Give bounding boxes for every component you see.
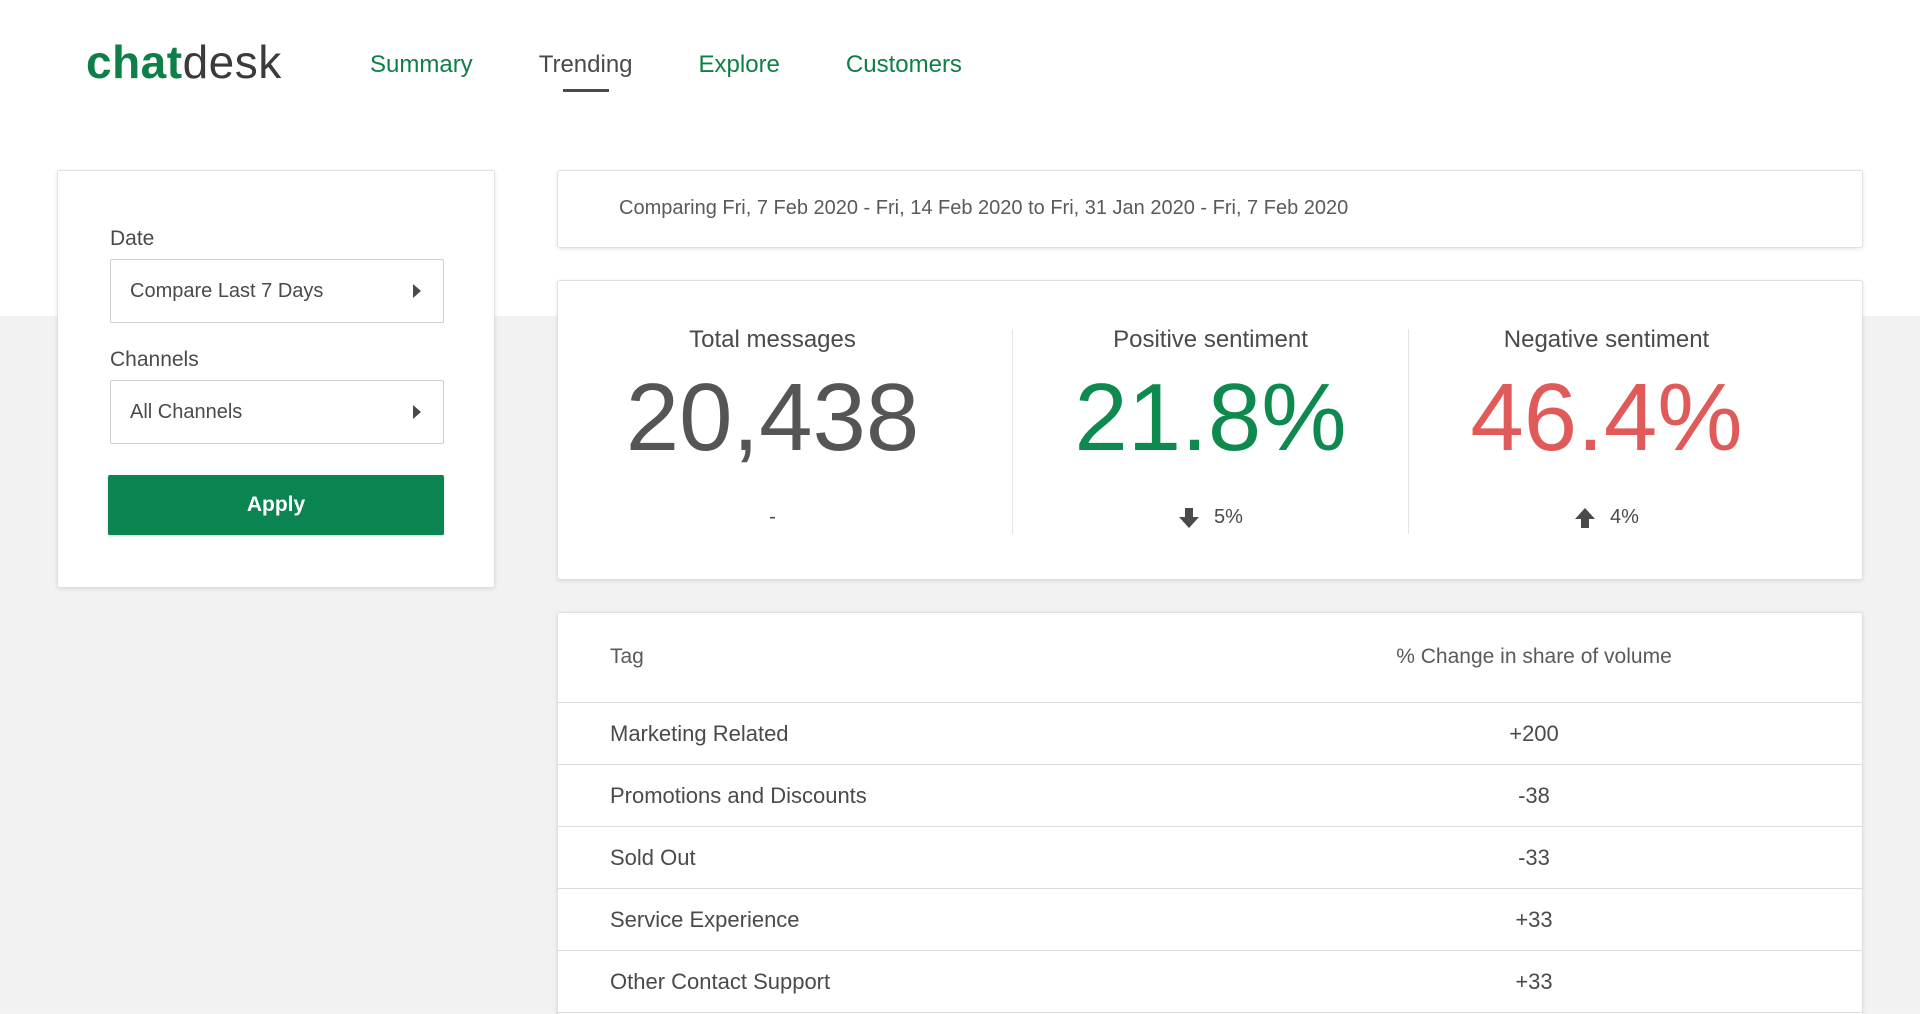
table-body: Marketing Related +200 Promotions and Di… <box>558 703 1862 1013</box>
table-row[interactable]: Service Experience +33 <box>558 889 1862 951</box>
filter-panel: Date Compare Last 7 Days Channels All Ch… <box>57 170 495 588</box>
stat-total-messages: Total messages 20,438 - <box>575 281 970 581</box>
stat-title: Negative sentiment <box>1503 326 1710 353</box>
comparison-text: Comparing Fri, 7 Feb 2020 - Fri, 14 Feb … <box>619 197 1349 219</box>
stat-change: 4% <box>1409 506 1804 529</box>
apply-button[interactable]: Apply <box>108 475 444 535</box>
header: chatdesk Summary Trending Explore Custom… <box>0 0 1920 130</box>
tag-cell: Other Contact Support <box>610 969 831 994</box>
stat-value: 46.4% <box>1470 364 1743 471</box>
channels-select[interactable]: All Channels <box>110 380 444 444</box>
date-select-value: Compare Last 7 Days <box>130 280 324 302</box>
logo-part-chat: chat <box>86 36 183 88</box>
column-header-change[interactable]: % Change in share of volume <box>1396 645 1672 668</box>
caret-right-icon <box>413 284 421 298</box>
stat-change-value: 5% <box>1214 506 1243 528</box>
change-cell: +200 <box>1509 721 1559 746</box>
table-row[interactable]: Other Contact Support +33 <box>558 951 1862 1013</box>
tag-cell: Marketing Related <box>610 721 789 746</box>
tab-summary[interactable]: Summary <box>370 51 473 78</box>
stat-value: 20,438 <box>625 364 920 471</box>
stat-title: Total messages <box>689 326 856 353</box>
logo-part-desk: desk <box>182 36 282 88</box>
stat-change: 5% <box>1013 506 1408 529</box>
change-cell: +33 <box>1515 907 1553 932</box>
divider <box>1408 329 1409 534</box>
stat-change: - <box>575 506 970 529</box>
main-nav: Summary Trending Explore Customers <box>370 50 1028 80</box>
tab-trending[interactable]: Trending <box>538 51 633 78</box>
stat-title: Positive sentiment <box>1113 326 1308 353</box>
tag-cell: Service Experience <box>610 907 800 932</box>
stats-panel: Total messages 20,438 - Positive sentime… <box>557 280 1863 580</box>
stat-negative-sentiment: Negative sentiment 46.4% 4% <box>1409 281 1804 581</box>
divider <box>1012 329 1013 534</box>
channels-select-value: All Channels <box>130 401 243 423</box>
chatdesk-logo[interactable]: chatdesk <box>86 34 282 90</box>
comparison-banner: Comparing Fri, 7 Feb 2020 - Fri, 14 Feb … <box>557 170 1863 248</box>
date-label: Date <box>110 227 155 250</box>
date-select[interactable]: Compare Last 7 Days <box>110 259 444 323</box>
stat-change-value: - <box>769 506 776 528</box>
channels-label: Channels <box>110 348 199 371</box>
table-row[interactable]: Promotions and Discounts -38 <box>558 765 1862 827</box>
arrow-up-icon <box>1575 507 1596 528</box>
arrow-down-icon <box>1179 507 1200 528</box>
tab-customers[interactable]: Customers <box>845 51 962 78</box>
tag-cell: Sold Out <box>610 845 696 870</box>
change-cell: +33 <box>1515 969 1553 994</box>
stat-positive-sentiment: Positive sentiment 21.8% 5% <box>1013 281 1408 581</box>
caret-right-icon <box>413 405 421 419</box>
stat-value: 21.8% <box>1074 364 1347 471</box>
table-row[interactable]: Marketing Related +200 <box>558 703 1862 765</box>
tag-cell: Promotions and Discounts <box>610 783 867 808</box>
tab-explore[interactable]: Explore <box>698 51 780 78</box>
change-cell: -33 <box>1518 845 1550 870</box>
table-header: Tag % Change in share of volume <box>558 613 1862 703</box>
change-cell: -38 <box>1518 783 1550 808</box>
stat-change-value: 4% <box>1610 506 1639 528</box>
tag-trend-table: Tag % Change in share of volume Marketin… <box>557 612 1863 1014</box>
column-header-tag[interactable]: Tag <box>610 645 644 668</box>
table-row[interactable]: Sold Out -33 <box>558 827 1862 889</box>
